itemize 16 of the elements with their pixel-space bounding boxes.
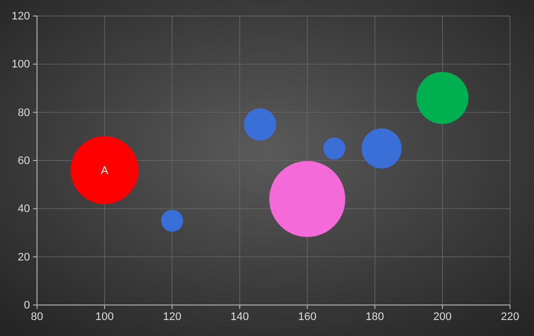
y-tick-label: 20 [18,251,30,264]
x-tick-label: 180 [366,310,384,323]
x-tick-label: 80 [30,310,44,323]
y-tick-label: 0 [24,300,30,312]
y-tick-label: 60 [18,155,30,168]
y-tick-label: 40 [18,203,30,216]
x-tick-label: 220 [500,310,520,323]
x-tick-label: 120 [162,310,182,323]
y-tick-label: 100 [12,58,30,71]
x-tick-label: 100 [95,310,114,323]
y-tick-label: 120 [12,10,30,23]
x-tick-label: 200 [433,310,452,323]
y-tick-label: 80 [18,106,30,119]
annotation: A [100,165,109,178]
x-tick-label: 160 [298,310,316,323]
x-tick-label: 140 [230,310,249,323]
